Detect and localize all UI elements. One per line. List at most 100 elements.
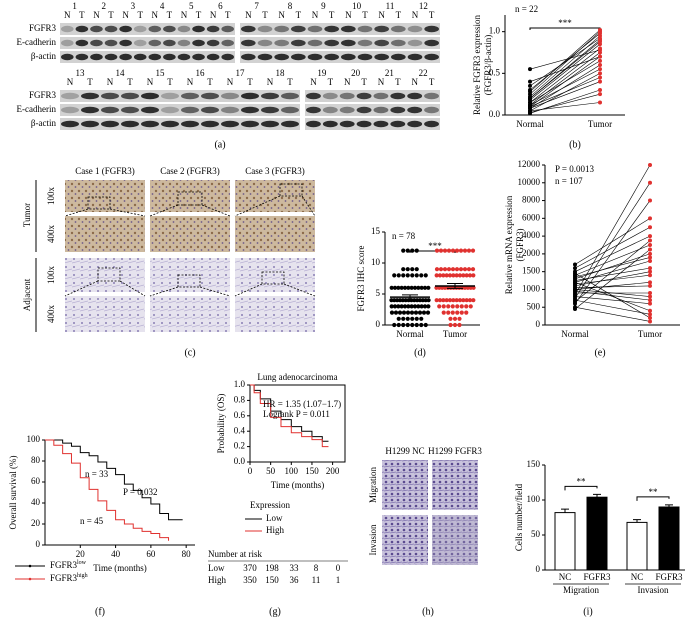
annotation: *** [558,18,572,28]
blot-band [324,53,339,61]
blot-band [274,39,289,47]
point [648,298,652,303]
legend-name: FGFR3 [50,573,78,583]
point [528,96,532,101]
blot-membrane [60,37,235,49]
lane-number: 10 [352,1,362,11]
pair-line [574,273,651,319]
dot [467,298,473,303]
dot [393,310,399,315]
mag-label: 100x [46,187,56,206]
dot [444,298,449,303]
point [528,103,532,107]
blot-membrane [240,51,440,63]
dot [419,322,424,328]
dot [405,248,410,253]
annotation: P = 0.0013 [555,164,594,174]
point [648,273,652,278]
pair-line [574,274,651,285]
bar [554,512,576,571]
transwell-images [382,460,478,565]
lane-number: 19 [317,68,327,78]
point [573,287,577,292]
dot [410,248,415,253]
lane-letter: T [79,10,85,20]
panel-caption: (b) [569,139,581,150]
point [598,54,602,59]
blot-band [133,39,147,47]
blot-band [339,92,355,100]
bar [658,506,680,571]
risk-row-label: High [208,575,227,585]
risk-value: 350 [243,575,257,585]
blot-band [181,120,199,128]
dot [441,310,446,315]
blot-band [274,25,289,33]
bar [626,521,648,571]
lane-letter: N [227,77,234,87]
pair-line [529,56,601,82]
dot [461,298,466,303]
x-tick-label: FGFR3 [655,572,683,582]
dot [434,248,440,253]
dot [406,285,411,290]
blot-band [291,53,306,61]
lane-letter: N [411,77,418,87]
dot [446,304,451,309]
blot-band [177,53,191,61]
y-tick-label: 2000 [522,248,541,258]
bar [586,496,608,571]
point [648,283,652,288]
dot [459,310,464,315]
blot-band [322,92,338,100]
point [648,319,652,324]
blot-band [81,120,99,128]
risk-title: Number at risk [208,549,262,559]
dot [409,310,415,315]
blot-band [201,92,219,100]
pair-line [529,52,601,106]
case-label: Case 2 (FGFR3) [160,166,220,176]
risk-value: 1 [336,575,341,585]
blot-band [291,39,306,47]
lane-letter: N [312,10,319,20]
legend-label: High [266,525,285,535]
group-label: Adjacent [22,278,32,311]
dot [402,304,408,309]
blot-band [407,92,423,100]
blot-band [424,53,439,61]
dot [447,298,453,303]
legend-superscript: high [77,573,88,579]
blot-band [163,25,176,33]
blot-band [104,53,118,61]
annotation: n = 22 [515,4,538,14]
point [598,100,602,105]
dot [414,322,419,328]
blot-band [281,92,299,100]
blot-band [75,25,89,33]
blot-band [391,39,406,47]
point [528,83,532,88]
lane-number: 5 [189,1,194,11]
dot [450,248,456,253]
dot [454,248,460,253]
point [648,247,652,252]
dot [452,316,458,321]
y-axis-label: Overall survival (%) [8,456,18,530]
lane-letter: T [167,77,173,87]
blot-band [221,120,239,128]
lane-letter: T [329,10,335,20]
blot-band [307,25,323,33]
blot-band [374,25,389,33]
y-tick-label: 500 [527,301,541,311]
y-tick-label: 1.0 [234,379,246,389]
panel-caption: (d) [414,347,426,358]
blot-membrane [305,118,440,130]
blot-band [339,106,355,114]
lane-letter: T [296,10,302,20]
blot-band [391,25,406,33]
blot-band [206,39,220,47]
blot-band [257,25,273,33]
dot [446,310,451,315]
